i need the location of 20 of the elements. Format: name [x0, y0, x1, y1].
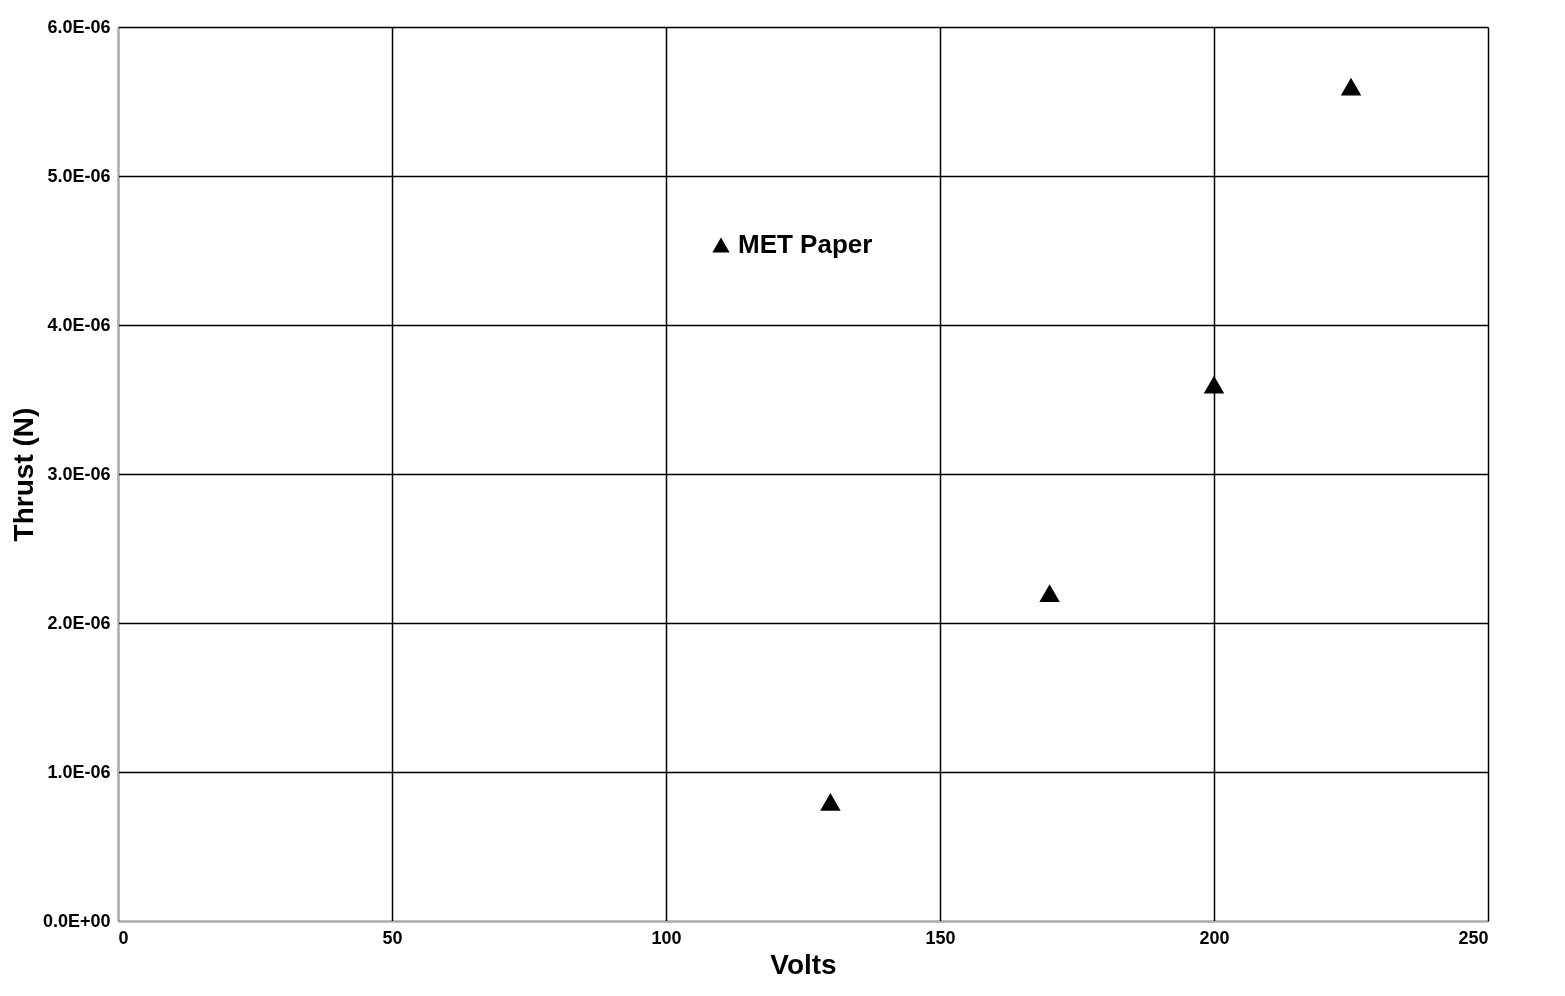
x-tick-label: 200	[1199, 927, 1230, 948]
y-tick-label: 2.0E-06	[47, 612, 111, 633]
x-axis-title: Volts	[770, 948, 837, 980]
y-axis-title: Thrust (N)	[7, 407, 39, 542]
x-tick-label: 250	[1458, 927, 1489, 948]
y-tick-label: 5.0E-06	[47, 165, 111, 186]
x-tick-label: 100	[651, 927, 682, 948]
point	[1039, 584, 1060, 603]
point	[1203, 375, 1225, 394]
y-tick-label: 3.0E-06	[47, 463, 111, 484]
y-tick-label: 6.0E-06	[47, 16, 111, 37]
point	[1340, 77, 1362, 96]
y-tick-label: 1.0E-06	[47, 761, 111, 782]
x-tick-label: 50	[382, 927, 403, 948]
point	[820, 792, 841, 811]
y-tick-label: 0.0E+00	[42, 910, 111, 931]
x-tick-label: 0	[118, 927, 129, 948]
x-tick-label: 150	[925, 927, 956, 948]
y-tick-label: 4.0E-06	[47, 314, 111, 335]
legend-label: MET Paper	[738, 229, 873, 259]
